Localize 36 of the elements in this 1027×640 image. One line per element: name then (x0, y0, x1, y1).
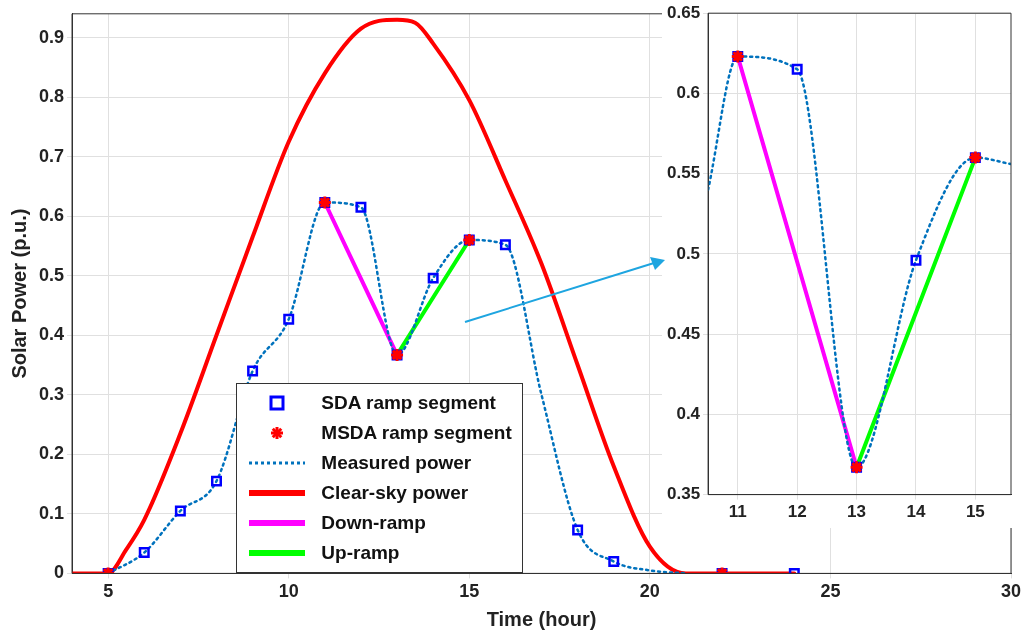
y-tick-label: 0.55 (666, 163, 701, 183)
y-tick-label: 0.4 (676, 404, 701, 424)
y-tick-label: 0.9 (38, 26, 65, 47)
y-axis-title: Solar Power (p.u.) (7, 208, 30, 379)
y-tick-label: 0.65 (666, 2, 701, 22)
y-tick-label: 0.3 (38, 383, 65, 404)
x-tick-label: 25 (820, 581, 841, 602)
x-tick-label: 15 (965, 502, 985, 522)
legend-label: Up-ramp (321, 542, 400, 565)
y-tick-label: 0.5 (676, 243, 701, 263)
y-tick-label: 0.6 (38, 205, 65, 226)
legend-label: Down-ramp (321, 512, 426, 535)
x-tick-label: 5 (103, 581, 114, 602)
y-tick-label: 0.2 (38, 443, 65, 464)
legend-label: Measured power (321, 452, 472, 475)
y-tick-label: 0.5 (38, 264, 65, 285)
y-tick-label: 0.35 (666, 484, 701, 504)
x-tick-label: 15 (459, 581, 480, 602)
x-tick-label: 13 (847, 502, 867, 522)
y-tick-label: 0.8 (38, 86, 65, 107)
y-tick-label: 0.1 (38, 502, 65, 523)
legend-label: SDA ramp segment (321, 392, 496, 415)
legend-label: Clear-sky power (321, 482, 469, 505)
x-tick-label: 10 (278, 581, 299, 602)
x-tick-label: 14 (906, 502, 926, 522)
legend-label: MSDA ramp segment (321, 422, 512, 445)
x-tick-label: 30 (1000, 581, 1022, 602)
y-tick-label: 0.7 (38, 145, 65, 166)
y-tick-label: 0.4 (38, 324, 65, 345)
y-tick-label: 0.45 (666, 323, 701, 343)
y-tick-label: 0 (54, 562, 65, 583)
x-axis-title: Time (hour) (486, 607, 597, 630)
x-tick-label: 20 (639, 581, 660, 602)
x-tick-label: 12 (787, 502, 807, 522)
x-tick-label: 11 (728, 502, 747, 522)
y-tick-label: 0.6 (676, 83, 701, 103)
